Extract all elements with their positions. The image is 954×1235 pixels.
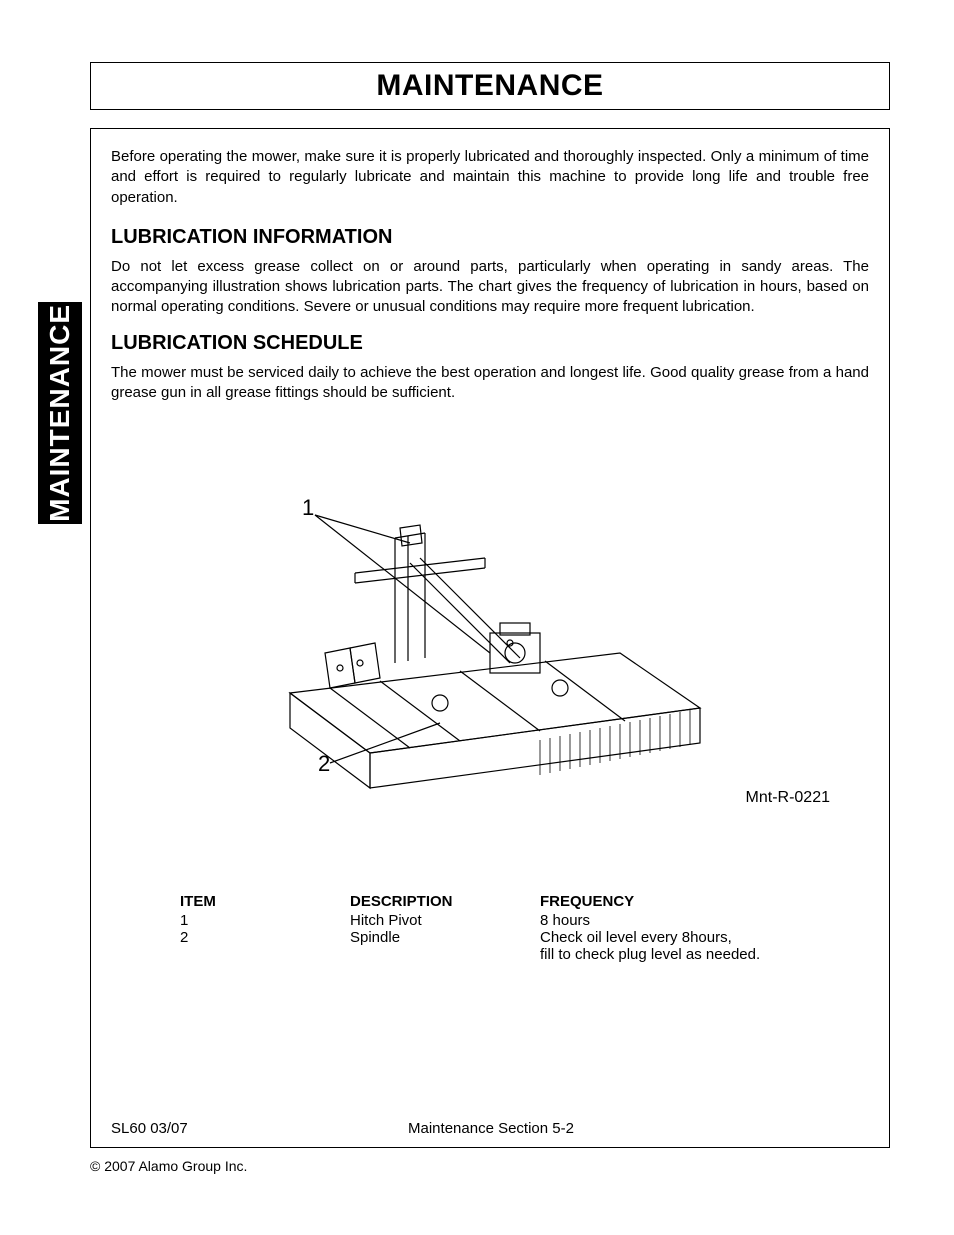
title-frame: MAINTENANCE [90,62,890,110]
table-row: 2 Spindle Check oil level every 8hours, [180,929,800,946]
heading-lubrication-information: LUBRICATION INFORMATION [111,226,869,249]
cell-frequency: fill to check plug level as needed. [540,946,800,963]
side-tab-label: MAINTENANCE [44,304,76,522]
callout-label-2: 2 [318,751,330,777]
col-header-item: ITEM [180,893,350,910]
footer-center: Maintenance Section 5-2 [364,1120,617,1137]
cell-frequency: 8 hours [540,912,800,929]
table-row: fill to check plug level as needed. [180,946,800,963]
cell-frequency: Check oil level every 8hours, [540,929,800,946]
mower-diagram: 1 2 Mnt-R-0221 [260,503,720,823]
side-tab: MAINTENANCE [38,302,82,524]
cell-item: 1 [180,912,350,929]
paragraph-lubrication-schedule: The mower must be serviced daily to achi… [111,363,869,404]
lubrication-schedule-table: ITEM DESCRIPTION FREQUENCY 1 Hitch Pivot… [180,893,800,963]
drawing-number: Mnt-R-0221 [746,789,830,807]
cell-item [180,946,350,963]
page-footer: SL60 03/07 Maintenance Section 5-2 [111,1120,871,1137]
paragraph-lubrication-information: Do not let excess grease collect on or a… [111,257,869,318]
intro-paragraph: Before operating the mower, make sure it… [111,147,869,208]
table-header-row: ITEM DESCRIPTION FREQUENCY [180,893,800,910]
content-frame: Before operating the mower, make sure it… [90,128,890,1148]
copyright-line: © 2007 Alamo Group Inc. [90,1158,247,1174]
col-header-description: DESCRIPTION [350,893,540,910]
cell-description [350,946,540,963]
cell-description: Spindle [350,929,540,946]
col-header-frequency: FREQUENCY [540,893,800,910]
callout-label-1: 1 [302,495,314,521]
diagram-container: 1 2 Mnt-R-0221 [111,503,869,823]
heading-lubrication-schedule: LUBRICATION SCHEDULE [111,332,869,355]
cell-description: Hitch Pivot [350,912,540,929]
table-row: 1 Hitch Pivot 8 hours [180,912,800,929]
page-title: MAINTENANCE [376,69,603,103]
cell-item: 2 [180,929,350,946]
footer-left: SL60 03/07 [111,1120,364,1137]
